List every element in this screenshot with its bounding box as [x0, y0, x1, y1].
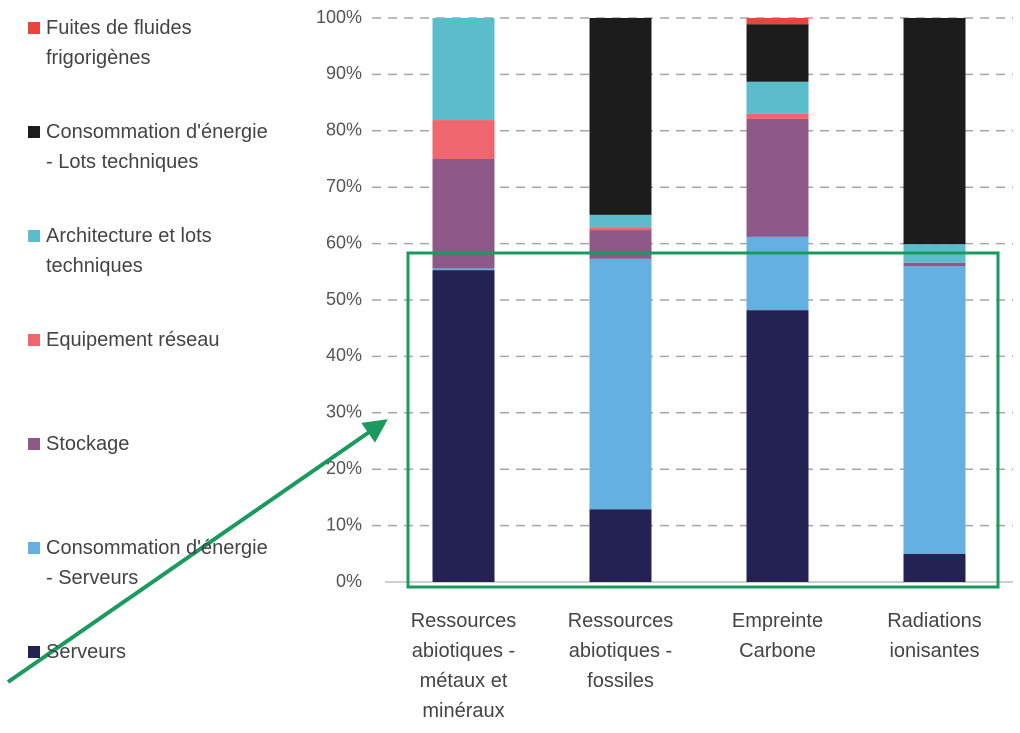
y-tick-label: 100% [316, 7, 362, 27]
legend-swatch [28, 542, 40, 554]
bar-segment [903, 18, 966, 245]
y-tick-label: 60% [326, 232, 362, 252]
legend-item: Consommation d'énergie - Serveurs [26, 533, 276, 593]
x-tick-label: Ressources abiotiques - métaux et minéra… [410, 610, 517, 722]
bar-segment [589, 230, 652, 259]
y-tick-label: 70% [326, 176, 362, 196]
legend-swatch [28, 126, 40, 138]
legend-swatch [28, 646, 40, 658]
bar-segment [903, 262, 966, 267]
y-tick-label: 90% [326, 63, 362, 83]
y-tick-label: 0% [336, 571, 362, 591]
bar-segment [432, 120, 495, 159]
y-tick-label: 40% [326, 345, 362, 365]
legend-item: Stockage [26, 429, 276, 459]
bar-segment [746, 310, 809, 582]
bar-segment [432, 268, 495, 271]
y-tick-label: 10% [326, 514, 362, 534]
bar-segment [589, 227, 652, 231]
bar-segment [589, 214, 652, 228]
legend-label: Equipement réseau [46, 329, 220, 351]
legend-swatch [28, 22, 40, 34]
bar-segment [589, 258, 652, 510]
legend-label: Fuites de fluides frigorigènes [46, 17, 192, 69]
bar-segment [432, 159, 495, 269]
bar-segment [746, 81, 809, 114]
legend-label: Architecture et lots techniques [46, 225, 212, 277]
x-tick-label: Empreinte Carbone [731, 610, 824, 662]
x-tick-label: Radiations ionisantes [887, 610, 982, 662]
bar-segment [746, 24, 809, 82]
y-tick-label: 80% [326, 120, 362, 140]
bar-segment [589, 509, 652, 582]
x-tick-label: Ressources abiotiques - fossiles [567, 610, 674, 692]
legend-label: Stockage [46, 433, 130, 455]
legend-item: Consommation d'énergie - Lots techniques [26, 117, 276, 177]
legend-item: Architecture et lots techniques [26, 221, 276, 281]
y-tick-label: 20% [326, 458, 362, 478]
legend-swatch [28, 334, 40, 346]
bar-segment [432, 18, 495, 121]
legend-swatch [28, 230, 40, 242]
bar-segment [432, 270, 495, 582]
y-tick-label: 50% [326, 289, 362, 309]
legend-item: Serveurs [26, 637, 276, 667]
legend-label: Consommation d'énergie - Serveurs [46, 537, 268, 589]
bar-segment [746, 113, 809, 119]
bar-segment [746, 118, 809, 237]
legend-item: Fuites de fluides frigorigènes [26, 13, 276, 73]
bar-segment [746, 236, 809, 311]
annotation-arrow [6, 419, 388, 684]
highlight-box [406, 251, 1000, 589]
legend-swatch [28, 438, 40, 450]
plot: 0% 10% 20% 30% 40% 50% 60% 70% 80% 90% 100% [316, 7, 1013, 591]
bar-segment [903, 266, 966, 554]
bar-segment [746, 18, 809, 25]
bar-segment [589, 18, 652, 215]
y-tick-label: 30% [326, 402, 362, 422]
legend-label: Consommation d'énergie - Lots techniques [46, 121, 268, 173]
legend-item: Equipement réseau [26, 325, 276, 355]
bar-segment [903, 553, 966, 582]
legend-label: Serveurs [46, 641, 127, 663]
